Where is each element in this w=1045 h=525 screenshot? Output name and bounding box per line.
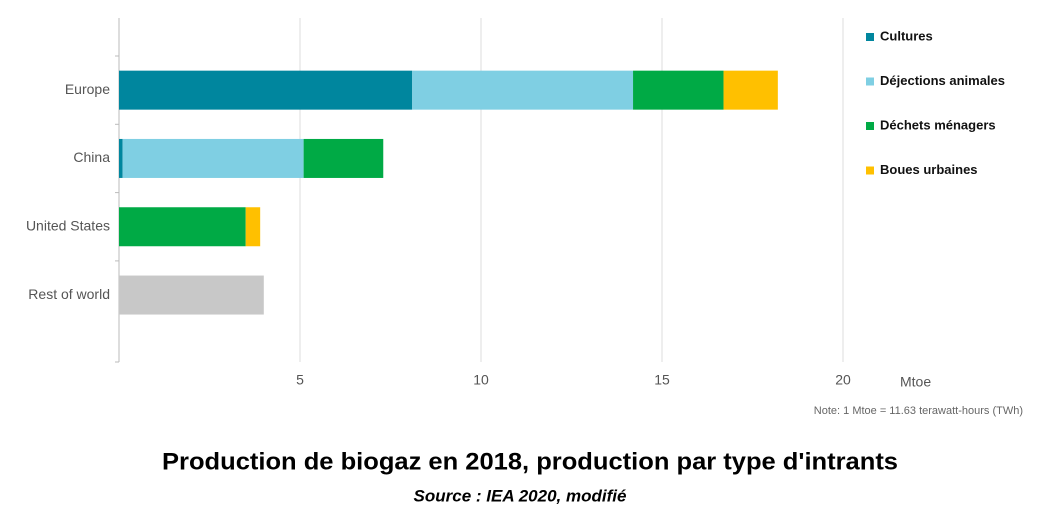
- bar-segment: [723, 70, 778, 110]
- note: Note: 1 Mtoe = 11.63 terawatt-hours (TWh…: [814, 405, 1023, 417]
- legend-label: Déchets ménagers: [880, 117, 996, 132]
- x-tick-label: 20: [835, 372, 851, 388]
- y-tick-label: China: [73, 149, 110, 165]
- bar-segment: [245, 207, 261, 247]
- legend-label: Déjections animales: [880, 73, 1005, 88]
- bar-segment: [119, 138, 123, 178]
- y-tick-label: Rest of world: [28, 286, 110, 302]
- bar-segment: [119, 275, 264, 315]
- legend-label: Boues urbaines: [880, 162, 978, 177]
- bar-segment: [412, 70, 634, 110]
- legend-label: Cultures: [880, 28, 933, 43]
- bar-segment: [633, 70, 724, 110]
- legend-swatch: [866, 166, 874, 175]
- x-tick-label: 15: [654, 372, 670, 388]
- x-axis-label: Mtoe: [900, 374, 931, 390]
- bar-segment: [122, 138, 304, 178]
- legend-swatch: [866, 122, 874, 130]
- bar-segment: [303, 138, 384, 178]
- x-tick-label: 10: [473, 372, 489, 388]
- legend-swatch: [866, 77, 874, 86]
- bar-segment: [119, 70, 413, 110]
- y-tick-label: Europe: [65, 81, 110, 97]
- legend-swatch: [866, 33, 874, 41]
- x-tick-label: 5: [296, 372, 304, 388]
- bar-segment: [119, 207, 246, 247]
- y-tick-label: United States: [26, 217, 110, 233]
- chart-subtitle: Source : IEA 2020, modifié: [414, 486, 627, 505]
- chart-title: Production de biogaz en 2018, production…: [162, 448, 898, 475]
